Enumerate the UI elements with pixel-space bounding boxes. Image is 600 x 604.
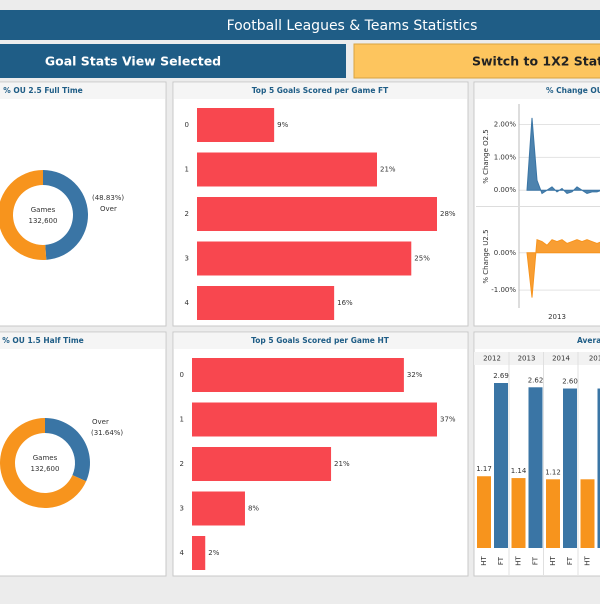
bar [192,358,404,392]
bar [197,242,411,276]
category-label: 2 [185,210,189,218]
bar [512,478,526,548]
column-label: 2013 [518,355,536,363]
slice-category-label: Over [100,205,117,213]
bar [477,476,491,548]
bar [192,536,205,570]
slice-category-label: Over [92,418,109,426]
value-label: 28% [440,210,456,218]
value-label: 2.62 [528,376,544,384]
bar [192,492,245,526]
value-label: 25% [414,255,430,263]
series-label: HT [549,556,557,566]
panel-title: Top 5 Goals Scored per Game FT [252,86,389,95]
bar [197,197,437,231]
series-label: HT [480,556,488,566]
category-label: 4 [185,299,190,307]
series-label: FT [532,556,540,565]
y-tick-label: 0.00% [494,186,517,194]
bar [197,153,377,187]
series-label: FT [566,556,574,565]
center-label: Games [31,206,56,214]
y-axis-label: % Change O2.5 [482,129,490,184]
view-button-label: Goal Stats View Selected [45,54,221,69]
y-tick-label: -1.00% [491,286,516,294]
category-label: 1 [185,166,189,174]
category-label: 2 [180,460,184,468]
value-label: 21% [380,166,396,174]
x-tick-label: 2013 [548,313,566,321]
panel-title: % Change OU [546,86,600,95]
y-axis-label: % Change U2.5 [482,229,490,283]
bar [192,447,331,481]
value-label: 2.60 [562,378,578,386]
bar [197,108,274,142]
bar [494,383,508,548]
panel-title: % OU 2.5 Full Time [3,86,83,95]
value-label: 1.14 [511,467,527,475]
column-label: 2014 [552,355,570,363]
slice-value-label: (48.83%) [92,194,124,202]
y-tick-label: 0.00% [494,249,517,257]
y-tick-label: 2.00% [494,120,517,128]
slice-value-label: (31.64%) [91,429,123,437]
series-label: HT [584,556,592,566]
bar [563,389,577,548]
bar [197,286,334,320]
bar [581,479,595,548]
panel-title: Top 5 Goals Scored per Game HT [251,336,390,345]
center-label: Games [33,454,58,462]
category-label: 1 [180,416,184,424]
dashboard-title: Football Leagues & Teams Statistics [227,18,478,34]
panel-title: Avera [577,336,600,345]
series-label: HT [515,556,523,566]
category-label: 3 [185,255,189,263]
switch-button-label: Switch to 1X2 Stats [472,54,600,69]
bar [192,403,437,437]
bar [546,479,560,548]
value-label: 16% [337,299,353,307]
value-label: 37% [440,416,456,424]
center-total: 132,600 [29,217,58,225]
category-label: 0 [185,121,189,129]
category-label: 4 [180,549,185,557]
value-label: 1.17 [476,465,492,473]
column-label: 201 [589,355,600,363]
panel-title: % OU 1.5 Half Time [2,336,83,345]
column-label: 2012 [483,355,501,363]
value-label: 2% [208,549,219,557]
value-label: 1.12 [545,468,561,476]
value-label: 8% [248,505,259,513]
value-label: 9% [277,121,288,129]
y-tick-label: 1.00% [494,153,517,161]
value-label: 21% [334,460,350,468]
value-label: 2.69 [493,372,509,380]
series-label: FT [497,556,505,565]
bar [529,387,543,548]
value-label: 32% [407,371,423,379]
center-total: 132,600 [31,465,60,473]
category-label: 0 [180,371,184,379]
category-label: 3 [180,505,184,513]
